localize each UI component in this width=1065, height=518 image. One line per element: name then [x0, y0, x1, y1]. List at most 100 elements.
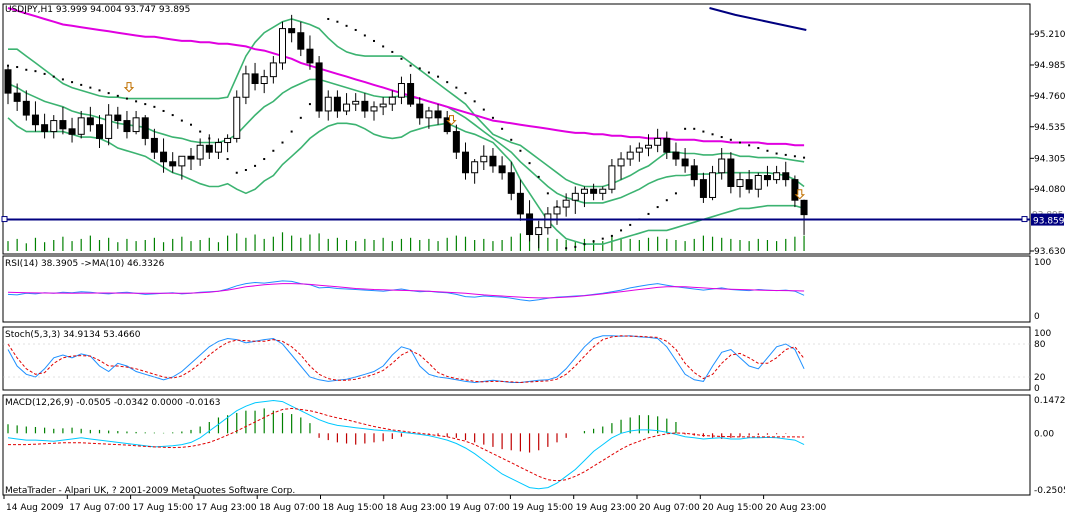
bollinger-upper-line [8, 18, 805, 188]
time-tick-label: 19 Aug 07:00 [449, 503, 510, 513]
psar-dot [482, 108, 485, 111]
candle-body [617, 158, 625, 167]
stochastic-panel-title: Stoch(5,3,3) 34.9134 53.4660 [5, 330, 141, 340]
candle-body [315, 62, 323, 112]
psar-dot [693, 127, 696, 130]
price-tick-label: 93.630 [1034, 247, 1065, 257]
price-tick-label: 94.305 [1034, 154, 1065, 164]
panel-frames [2, 3, 1031, 496]
candle-body [608, 165, 616, 190]
level-price-label: 93.859 [1033, 217, 1065, 227]
candle-body [187, 155, 195, 160]
stoch-tick-label: 0 [1034, 384, 1040, 394]
candle-body [791, 179, 799, 201]
rsi-panel[interactable] [7, 280, 805, 302]
candle-body [4, 69, 12, 94]
psar-dot [235, 171, 238, 174]
psar-dot [537, 175, 540, 178]
psar-dot [71, 81, 74, 84]
psar-dot [510, 138, 513, 141]
psar-dot [610, 234, 613, 237]
candle-body [699, 179, 707, 198]
candle-body [96, 124, 103, 139]
psar-dot [702, 130, 705, 133]
candle-body [251, 73, 259, 85]
time-tick-label: 17 Aug 23:00 [196, 503, 257, 513]
candle-body [13, 92, 21, 102]
rsi-tick-label: 100 [1034, 258, 1051, 268]
psar-dot [190, 123, 192, 126]
candle-body [498, 165, 506, 174]
macd-tick-label: 0.1472 [1034, 396, 1065, 406]
candle-body [132, 117, 140, 133]
candle-body [279, 28, 286, 64]
psar-dot [263, 158, 266, 161]
psar-dot [391, 50, 394, 53]
candle-body [562, 199, 570, 208]
candle-body [242, 73, 250, 98]
psar-dot [299, 116, 302, 119]
sell-arrow-icon [123, 82, 135, 93]
sell-arrow-icon [446, 115, 457, 126]
price-tick-label: 95.210 [1034, 30, 1065, 40]
candle-body [141, 117, 149, 139]
psar-dot [180, 119, 183, 122]
psar-dot [25, 68, 28, 71]
candle-body [681, 158, 689, 167]
candle-body [416, 103, 424, 119]
candle-body [196, 144, 204, 160]
psar-dot [583, 243, 586, 246]
stochastic-panel[interactable] [3, 335, 1030, 384]
time-tick-label: 17 Aug 07:00 [69, 503, 130, 513]
stoch-tick-label: 100 [1034, 329, 1051, 339]
price-panel[interactable] [1, 7, 1030, 251]
candle-body [745, 179, 753, 190]
candle-body [654, 137, 662, 146]
bollinger-lower-line [7, 117, 805, 245]
psar-dot [400, 57, 403, 60]
candle-body [553, 206, 561, 215]
psar-dot [327, 17, 330, 20]
macd-panel-title: MACD(12,26,9) -0.0505 -0.0342 0.0000 -0.… [5, 398, 221, 408]
rsi-ma-line [7, 283, 805, 299]
candle-body [297, 32, 305, 50]
candle-body [709, 172, 717, 198]
candle-body [361, 100, 369, 112]
candle-body [462, 151, 469, 174]
macd-line [7, 399, 805, 490]
level-price-box [1031, 213, 1064, 226]
psar-dot [272, 149, 275, 152]
stoch-frame [2, 326, 1031, 391]
psar-dot [803, 156, 806, 159]
psar-dot [290, 130, 293, 133]
psar-dot [665, 199, 668, 202]
candle-body [114, 114, 122, 122]
psar-dot [16, 66, 19, 69]
psar-dot [162, 109, 165, 112]
candle-body [397, 83, 405, 98]
psar-dot [464, 92, 467, 95]
macd-signal-line [8, 407, 805, 482]
psar-dot [601, 237, 604, 240]
time-tick-label: 19 Aug 15:00 [512, 503, 573, 513]
macd-panel[interactable] [7, 399, 805, 490]
price-frame [2, 3, 1031, 255]
psar-dot [418, 67, 421, 70]
psar-dot [739, 141, 741, 144]
candle-body [388, 96, 396, 105]
psar-dot [473, 100, 476, 103]
psar-dot [153, 105, 156, 108]
candle-body [544, 213, 552, 229]
candle-body [370, 106, 378, 112]
psar-dot [574, 245, 577, 248]
candle-body [471, 161, 479, 174]
candle-body [324, 96, 332, 112]
psar-dot [437, 75, 440, 78]
stoch-main-line [7, 335, 805, 384]
candle-body [343, 103, 351, 112]
macd-tick-label: 0.00 [1034, 429, 1054, 439]
psar-dot [61, 78, 64, 81]
candle-body [599, 188, 607, 194]
